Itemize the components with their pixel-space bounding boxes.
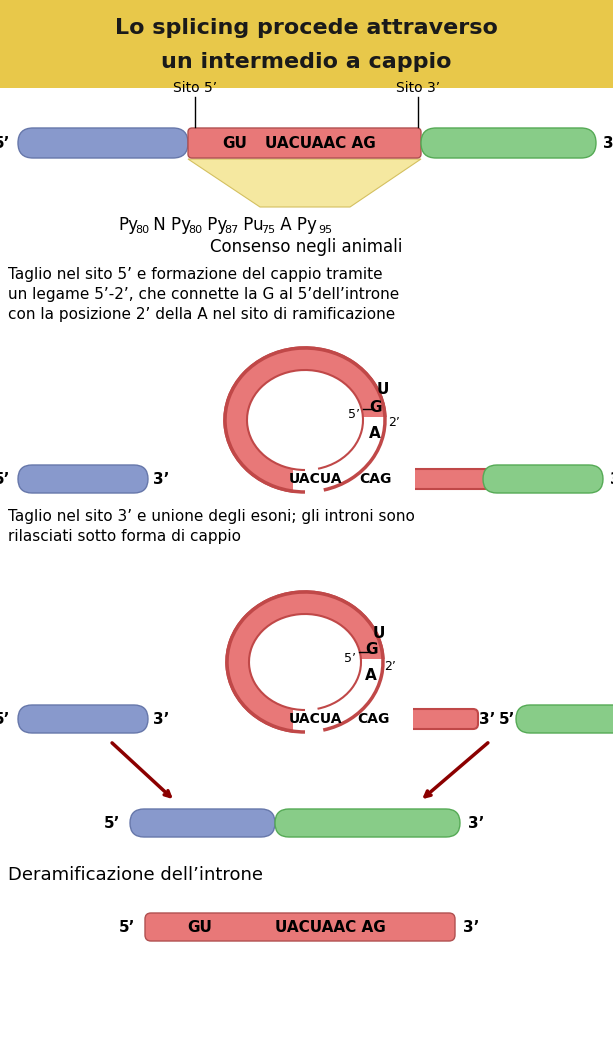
- FancyBboxPatch shape: [18, 705, 148, 733]
- Text: Deramificazione dell’introne: Deramificazione dell’introne: [8, 866, 263, 884]
- Text: Pu: Pu: [238, 216, 264, 234]
- Text: 87: 87: [224, 225, 238, 235]
- Ellipse shape: [249, 614, 361, 710]
- Text: 2’: 2’: [388, 417, 400, 429]
- Text: N Py: N Py: [148, 216, 191, 234]
- Text: 5’: 5’: [0, 472, 10, 487]
- Polygon shape: [188, 159, 421, 207]
- Text: 5’: 5’: [119, 919, 135, 934]
- Text: A Py: A Py: [275, 216, 317, 234]
- Text: 3’: 3’: [153, 472, 169, 487]
- FancyBboxPatch shape: [303, 709, 478, 729]
- FancyBboxPatch shape: [483, 465, 603, 493]
- Text: UACUA: UACUA: [288, 472, 342, 486]
- FancyBboxPatch shape: [188, 128, 421, 158]
- Text: 5’: 5’: [0, 135, 10, 151]
- Text: 3’: 3’: [463, 919, 479, 934]
- FancyBboxPatch shape: [18, 128, 188, 158]
- Bar: [293, 417, 415, 497]
- Text: CAG: CAG: [359, 472, 391, 486]
- Text: 3’: 3’: [603, 135, 613, 151]
- Text: Sito 3’: Sito 3’: [396, 81, 440, 95]
- FancyBboxPatch shape: [516, 705, 613, 733]
- Bar: [293, 417, 415, 497]
- Text: UACUA: UACUA: [288, 712, 342, 726]
- FancyBboxPatch shape: [130, 809, 275, 837]
- Text: con la posizione 2’ della A nel sito di ramificazione: con la posizione 2’ della A nel sito di …: [8, 307, 395, 322]
- Text: 75: 75: [261, 225, 275, 235]
- Bar: [293, 659, 413, 737]
- Text: Consenso negli animali: Consenso negli animali: [210, 238, 402, 256]
- Text: 5’: 5’: [499, 711, 516, 726]
- Text: 3’: 3’: [479, 711, 495, 726]
- Ellipse shape: [227, 592, 383, 732]
- FancyBboxPatch shape: [18, 465, 148, 493]
- Text: 3’: 3’: [468, 815, 484, 830]
- Text: U: U: [373, 626, 385, 641]
- Text: un intermedio a cappio: un intermedio a cappio: [161, 52, 451, 72]
- Text: Lo splicing procede attraverso: Lo splicing procede attraverso: [115, 18, 497, 38]
- FancyBboxPatch shape: [421, 128, 596, 158]
- Ellipse shape: [249, 614, 361, 710]
- Text: GU: GU: [188, 919, 213, 934]
- Text: 80: 80: [188, 225, 202, 235]
- FancyBboxPatch shape: [303, 469, 495, 489]
- Text: G: G: [366, 642, 378, 658]
- Text: GU: GU: [223, 135, 248, 151]
- Bar: [293, 659, 413, 737]
- Text: G: G: [370, 400, 383, 415]
- FancyBboxPatch shape: [145, 913, 455, 941]
- Text: 3’: 3’: [610, 472, 613, 487]
- Text: Sito 5’: Sito 5’: [173, 81, 217, 95]
- Text: 95: 95: [318, 225, 332, 235]
- Text: 80: 80: [135, 225, 149, 235]
- Ellipse shape: [225, 348, 385, 492]
- Text: Py: Py: [118, 216, 138, 234]
- Text: 5’: 5’: [344, 652, 356, 664]
- Text: U: U: [377, 383, 389, 398]
- Ellipse shape: [247, 370, 363, 470]
- Text: A: A: [369, 425, 381, 440]
- Text: UACUAAC AG: UACUAAC AG: [275, 919, 386, 934]
- Text: un legame 5’-2’, che connette la G al 5’dell’introne: un legame 5’-2’, che connette la G al 5’…: [8, 287, 399, 303]
- Text: Taglio nel sito 5’ e formazione del cappio tramite: Taglio nel sito 5’ e formazione del capp…: [8, 268, 383, 283]
- Text: rilasciati sotto forma di cappio: rilasciati sotto forma di cappio: [8, 529, 241, 544]
- Text: 5’: 5’: [0, 711, 10, 726]
- FancyBboxPatch shape: [275, 809, 460, 837]
- Text: A: A: [365, 669, 377, 684]
- Text: 2’: 2’: [384, 659, 396, 673]
- Text: Taglio nel sito 3’ e unione degli esoni; gli introni sono: Taglio nel sito 3’ e unione degli esoni;…: [8, 509, 415, 524]
- Text: 5’: 5’: [348, 408, 360, 422]
- Ellipse shape: [247, 370, 363, 470]
- Text: 5’: 5’: [104, 815, 120, 830]
- Text: Py: Py: [202, 216, 227, 234]
- Text: UACUAAC AG: UACUAAC AG: [265, 135, 375, 151]
- Text: CAG: CAG: [357, 712, 389, 726]
- Ellipse shape: [225, 348, 385, 492]
- Ellipse shape: [227, 592, 383, 732]
- Bar: [0, 0, 613, 88]
- Text: 3’: 3’: [153, 711, 169, 726]
